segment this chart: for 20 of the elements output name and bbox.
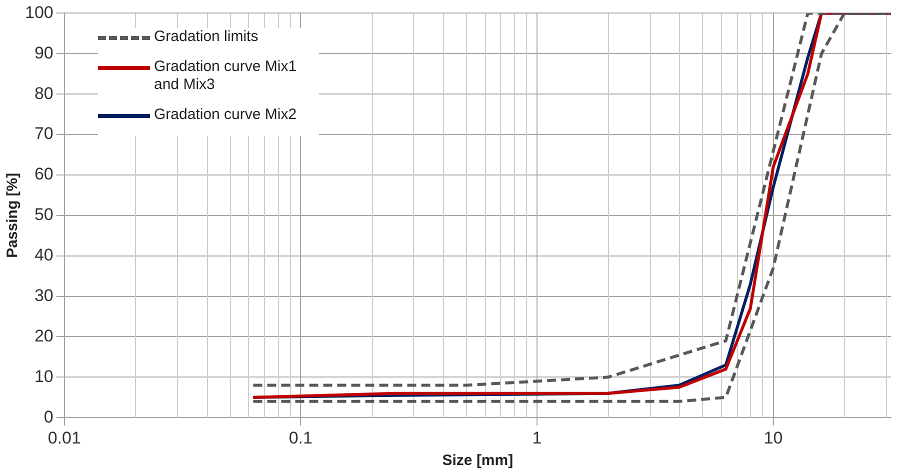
legend-label: Gradation curve Mix1 and Mix3 bbox=[154, 58, 298, 94]
y-tick-label: 50 bbox=[34, 205, 54, 224]
y-tick-label: 70 bbox=[34, 124, 54, 144]
y-tick-label: 20 bbox=[34, 326, 54, 346]
x-axis-title: Size [mm] bbox=[442, 452, 514, 470]
y-tick-label: 0 bbox=[44, 407, 54, 426]
y-tick-label: 100 bbox=[24, 2, 54, 22]
y-tick-label: 30 bbox=[34, 286, 54, 305]
y-tick-label: 60 bbox=[34, 164, 54, 184]
x-tick-label: 0.01 bbox=[48, 428, 81, 448]
x-tick-label: 0.1 bbox=[288, 428, 312, 448]
x-tick-label: 10 bbox=[764, 428, 783, 448]
x-tick-label: 1 bbox=[532, 428, 542, 448]
y-tick-label: 80 bbox=[34, 84, 54, 103]
legend-label: Gradation curve Mix2 bbox=[154, 106, 297, 124]
legend-label: Gradation limits bbox=[154, 28, 258, 46]
y-tick-label: 10 bbox=[34, 366, 54, 386]
y-axis-title: Passing [%] bbox=[4, 172, 22, 258]
y-tick-label: 40 bbox=[34, 246, 54, 265]
y-tick-label: 90 bbox=[34, 43, 54, 62]
